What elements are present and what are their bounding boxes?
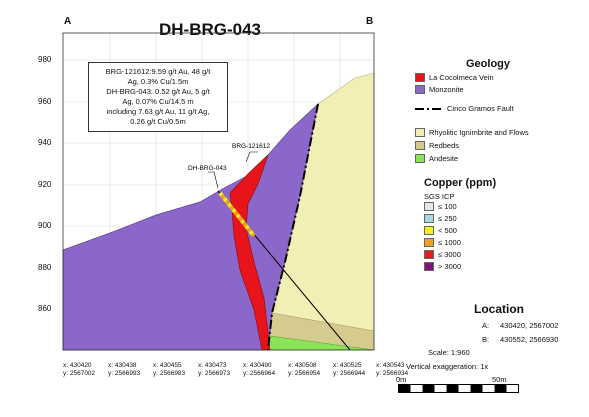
vein-swatch [415,73,425,82]
copper-swatch [424,202,434,211]
copper-swatch [424,238,434,247]
y-tick-920: 920 [38,180,52,189]
scale-bar-end-label: 50m [492,375,507,384]
legend-geology-title: Geology [466,58,511,70]
location-a-label: A: [482,321,490,330]
copper-swatch [424,214,434,223]
scale-bar [398,384,519,393]
section-end-a-label: A [64,16,72,27]
drillhole-label-dh: DH-BRG-043 [188,165,227,172]
x-tick: x: 430508 y: 2566954 [288,362,321,377]
drillhole-label-brg: BRG-121612 [232,143,270,150]
location-b-value: 430552, 2566930 [500,335,559,344]
callout-line: including 7.63 g/t Au, 11 g/t Ag, [106,107,210,116]
x-tick: x: 430438 y: 2566993 [108,362,141,377]
plot-frame [62,32,375,351]
section-title: DH-BRG-043 [158,20,262,39]
location-a-value: 430420, 2567002 [500,321,559,330]
x-tick: x: 430525 y: 2566944 [333,362,366,377]
callout-line: Ag, 0.07% Cu/14.5 m [122,97,194,106]
dh-label-leader [208,171,219,189]
redbeds-swatch [415,141,425,150]
scale-bar-start-label: 0m [396,375,407,384]
brg-label-leader [245,151,258,163]
y-tick-980: 980 [38,55,52,64]
location-title: Location [474,302,524,316]
section-end-b-label: B [366,16,374,27]
copper-assay-interval-low [218,191,256,238]
vertical-exaggeration-text: Vertical exaggeration: 1x [406,362,489,371]
copper-swatch [424,262,434,271]
cinco-gramos-fault [267,103,319,351]
location-b-label: B: [482,335,490,344]
copper-swatch [424,226,434,235]
copper-swatch [424,250,434,259]
callout-line: Ag, 0.3% Cu/1.5m [127,77,189,86]
legend-copper-subtitle: SGS ICP [424,192,455,201]
x-tick: x: 430420 y: 2567002 [63,362,96,377]
y-tick-900: 900 [38,221,52,230]
monzonite-swatch [415,85,425,94]
la-cocolmeca-vein [229,154,271,351]
callout-line: BRG-121612:9.59 g/t Au, 48 g/t [105,67,211,76]
x-tick: x: 430490 y: 2566964 [243,362,276,377]
scale-text: Scale: 1:960 [428,348,470,357]
legend-copper-title: Copper (ppm) [424,177,497,189]
y-tick-960: 960 [38,97,52,106]
x-tick: x: 430473 y: 2566973 [198,362,231,377]
x-tick: x: 430455 y: 2566983 [153,362,186,377]
x-tick: x: 430543 y: 2566934 [376,362,409,377]
fault-line-swatch [415,108,443,110]
andesite-swatch [415,154,425,163]
y-tick-880: 880 [38,263,52,272]
rhyolite-swatch [415,128,425,137]
y-tick-940: 940 [38,138,52,147]
callout-line: DH-BRG-043: 0.52 g/t Au, 5 g/t [106,87,210,96]
assay-callout-box: BRG-121612:9.59 g/t Au, 48 g/t Ag, 0.3% … [88,62,228,132]
callout-line: 0.26 g/t Cu/0.5m [130,117,186,126]
y-tick-860: 860 [38,304,52,313]
